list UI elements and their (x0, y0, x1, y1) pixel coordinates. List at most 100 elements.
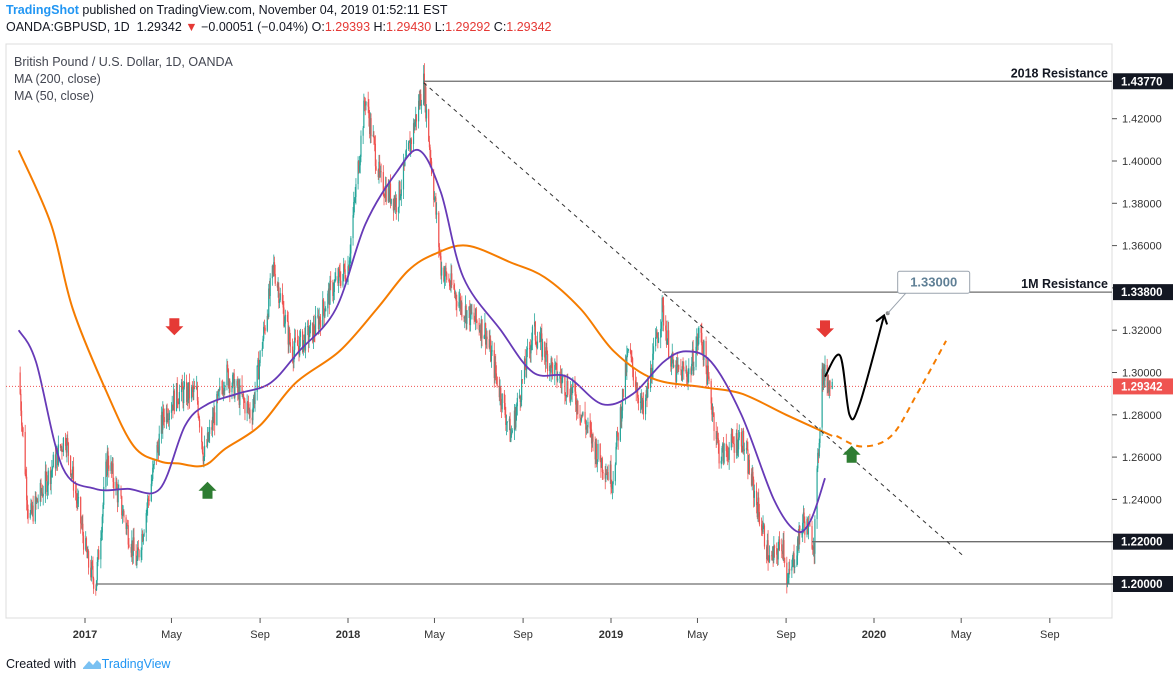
candle-body (348, 260, 351, 270)
candle-body (424, 87, 426, 103)
candle-body (394, 199, 396, 207)
candle-body (82, 535, 85, 550)
candle-body (485, 323, 487, 345)
candle-body (342, 273, 344, 286)
candle-body (261, 348, 263, 351)
candle-body (238, 386, 240, 406)
candle-body (554, 363, 557, 366)
candle-body (284, 314, 286, 324)
candle-body (778, 539, 780, 550)
candle-body (162, 408, 165, 417)
x-tick-label: 2017 (73, 629, 97, 641)
candle-body (632, 369, 634, 381)
candle-body (70, 473, 72, 476)
candle-body (19, 372, 21, 394)
candle-body (448, 281, 451, 287)
candle-body (222, 387, 224, 395)
quote-line: OANDA:GBPUSD, 1D 1.29342 ▼ −0.00051 (−0.… (6, 20, 551, 34)
candle-body (299, 331, 302, 337)
candle-body (500, 387, 502, 404)
candle-body (46, 475, 48, 492)
candle-body (206, 432, 209, 446)
candle-body (418, 100, 420, 122)
candle-body (611, 487, 613, 489)
candle-body (121, 496, 123, 516)
candle-body (327, 293, 329, 309)
candle-body (202, 452, 204, 462)
candle-body (110, 462, 112, 471)
candle-body (387, 185, 389, 202)
candle-body (141, 534, 143, 551)
level-label: 1M Resistance (1021, 277, 1108, 291)
candle-body (565, 395, 567, 397)
candle-body (257, 359, 259, 366)
candle-body (272, 265, 274, 268)
candle-body (25, 474, 27, 477)
candle-body (758, 497, 760, 512)
candle-body (508, 418, 511, 422)
candle-body (469, 305, 472, 326)
candle-body (586, 426, 588, 428)
candle-body (313, 324, 315, 335)
candle-body (187, 386, 189, 401)
candle-body (277, 286, 279, 288)
candle-body (197, 400, 199, 416)
x-tick-label: May (424, 629, 445, 641)
candle-body (100, 537, 102, 560)
candle-body (228, 380, 230, 387)
candle-body (680, 369, 682, 371)
legend-ma200[interactable]: MA (200, close) (14, 72, 101, 86)
candle-body (454, 293, 456, 295)
candle-body (429, 147, 431, 158)
candle-body (767, 540, 769, 562)
author-link[interactable]: TradingShot (6, 3, 79, 17)
candle-body (324, 311, 326, 317)
candle-body (708, 376, 710, 382)
tradingview-link[interactable]: TradingView (101, 657, 171, 671)
candle-body (50, 471, 52, 484)
candle-body (212, 416, 214, 424)
candle-body (606, 472, 608, 475)
candle-body (486, 336, 488, 340)
candle-body (330, 280, 332, 283)
candle-body (428, 141, 431, 148)
candle-body (746, 448, 748, 450)
candle-body (591, 434, 593, 444)
candle-body (594, 441, 596, 460)
candle-body (722, 443, 725, 463)
candle-body (191, 387, 193, 389)
candle-body (348, 266, 350, 270)
candle-body (690, 368, 692, 375)
candle-body (357, 161, 359, 185)
price-marker-bg (1113, 533, 1173, 550)
candle-body (353, 199, 356, 202)
open-label: O: (311, 20, 325, 34)
candle-body (256, 365, 258, 392)
candle-body (441, 267, 443, 276)
candle-body (363, 100, 366, 106)
candle-body (26, 500, 28, 510)
candle-body (525, 369, 527, 371)
candle-body (438, 247, 441, 252)
candle-body (758, 511, 761, 525)
candle-body (132, 537, 134, 556)
candle-body (678, 365, 680, 370)
candle-body (309, 322, 312, 326)
candle-body (616, 431, 618, 447)
candle-body (802, 512, 804, 523)
candle-body (585, 422, 587, 430)
candle-body (595, 443, 597, 460)
chart-area[interactable] (5, 43, 1113, 619)
candle-body (595, 443, 598, 465)
candle-body (398, 181, 400, 208)
candle-body (742, 430, 744, 452)
y-tick-label: 1.26000 (1122, 452, 1162, 464)
candle-body (278, 300, 281, 303)
candle-body (216, 394, 218, 426)
candle-body (395, 197, 397, 213)
legend-ma50[interactable]: MA (50, close) (14, 89, 94, 103)
down-arrow-icon (816, 320, 835, 338)
candle-body (283, 323, 286, 327)
candle-body (675, 360, 678, 382)
